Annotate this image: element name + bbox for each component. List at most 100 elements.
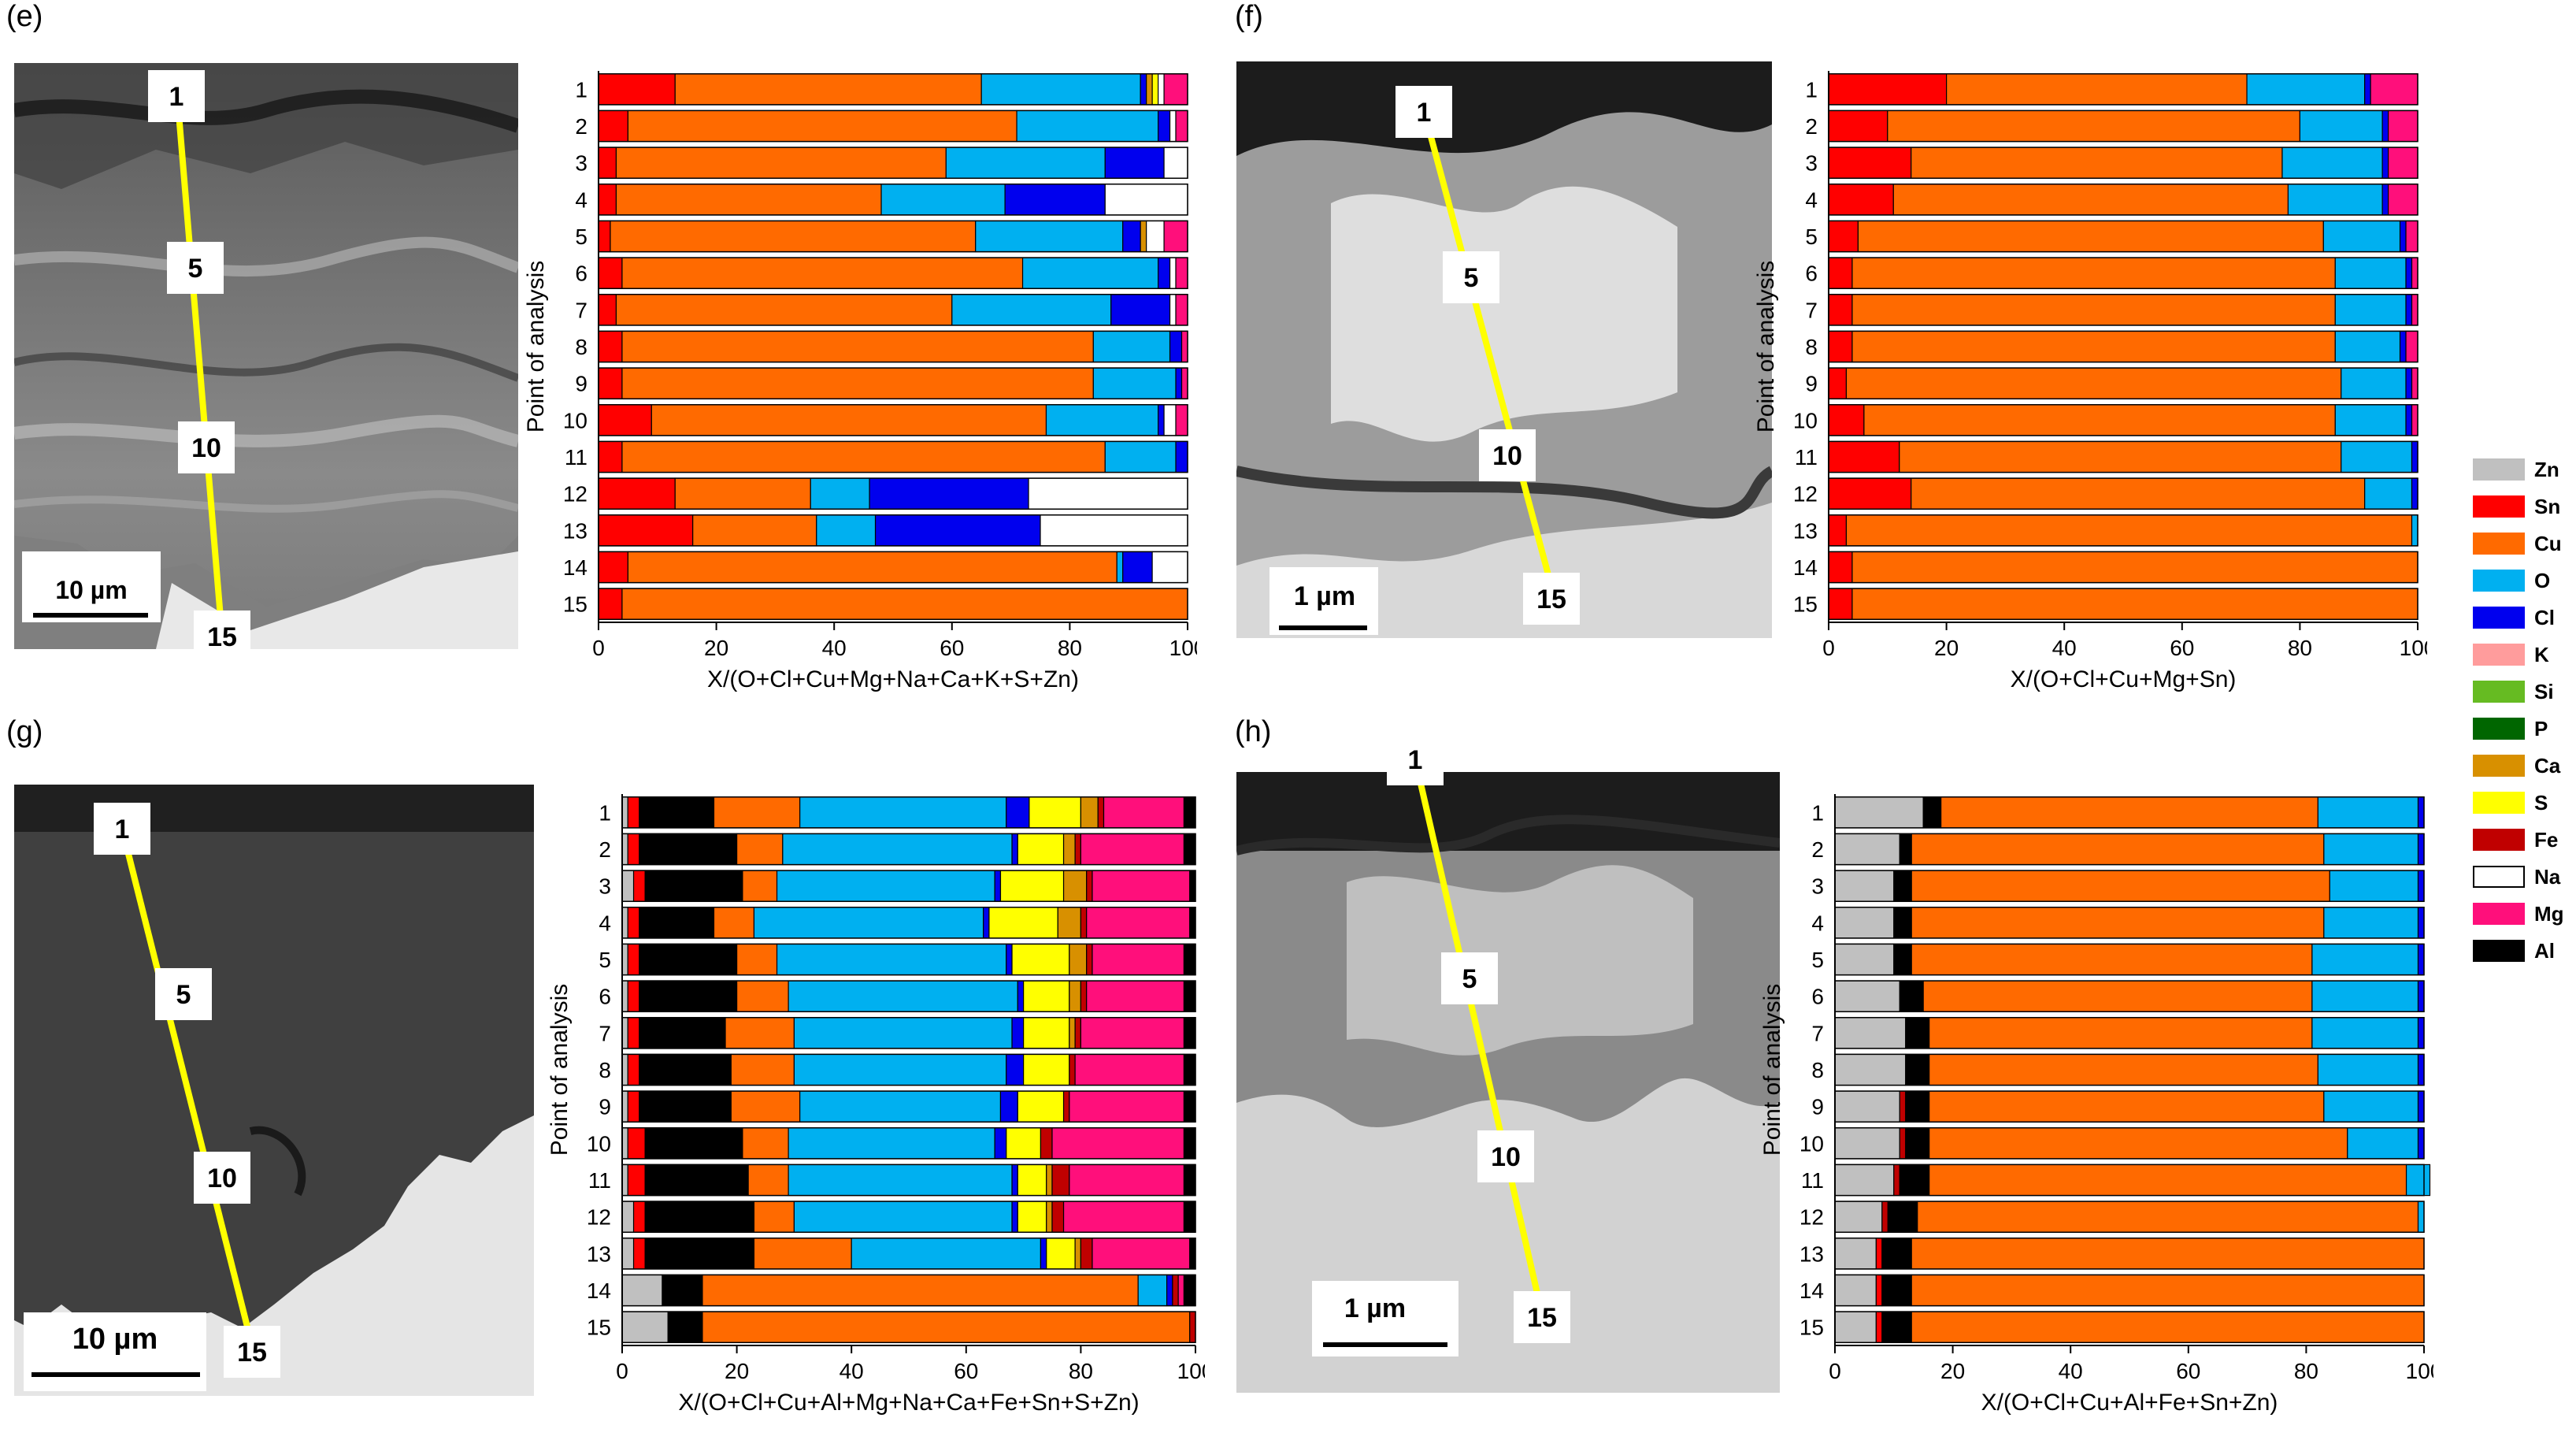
bar-segment-Sn-12 bbox=[1828, 477, 1912, 510]
x-tick-label: 0 bbox=[592, 636, 605, 660]
bar-segment-Zn-14 bbox=[1834, 1274, 1877, 1307]
bar-segment-Sn-14 bbox=[598, 551, 629, 584]
bar-segment-Cl-7 bbox=[1110, 294, 1171, 326]
bar-segment-Cu-4 bbox=[615, 184, 882, 216]
legend-label-O: O bbox=[2534, 569, 2551, 592]
bar-segment-Cl-9 bbox=[999, 1090, 1018, 1123]
legend-item-P: P bbox=[2473, 716, 2575, 741]
y-tick-label: 11 bbox=[1801, 1168, 1824, 1193]
bar-segment-S-10 bbox=[1006, 1127, 1042, 1160]
bar-segment-S-9 bbox=[1017, 1090, 1065, 1123]
bar-segment-Cu-6 bbox=[736, 980, 789, 1012]
y-tick-label: 5 bbox=[1805, 225, 1818, 249]
bar-segment-S-3 bbox=[999, 870, 1065, 902]
bar-segment-Cl-11 bbox=[1175, 440, 1188, 473]
bar-segment-Cu-5 bbox=[610, 220, 977, 253]
bar-segment-Sn-11 bbox=[598, 440, 623, 473]
y-tick-label: 13 bbox=[587, 1241, 611, 1266]
bar-segment-Na-12 bbox=[1028, 477, 1188, 510]
bar-segment-Ca-13 bbox=[1074, 1238, 1081, 1270]
panel-letter-h: (h) bbox=[1235, 715, 1272, 748]
bar-segment-Al-10 bbox=[1183, 1127, 1196, 1160]
bar-segment-Al-10 bbox=[1905, 1127, 1930, 1160]
legend-item-Na: Na bbox=[2473, 864, 2575, 889]
y-tick-label: 11 bbox=[588, 1168, 611, 1193]
bar-segment-Mg-1 bbox=[1103, 796, 1185, 829]
bar-segment-Cu-13 bbox=[1845, 514, 2413, 547]
bar-segment-Cu-12 bbox=[674, 477, 811, 510]
bar-segment-Cl-5 bbox=[2399, 220, 2407, 253]
bar-segment-Cu-15 bbox=[1851, 588, 2418, 620]
bar-segment-O-1 bbox=[799, 796, 1007, 829]
bar-segment-Cu-5 bbox=[1911, 943, 2313, 976]
y-tick-label: 2 bbox=[1805, 114, 1818, 139]
bar-segment-Cl-2 bbox=[2381, 109, 2389, 143]
bar-segment-Sn-8 bbox=[598, 330, 623, 363]
bar-segment-Cu-8 bbox=[1929, 1053, 2318, 1086]
bar-segment-Na-10 bbox=[1163, 404, 1177, 436]
bar-segment-Cu-5 bbox=[736, 943, 778, 976]
bar-segment-Fe-5 bbox=[1086, 943, 1093, 976]
y-tick-label: 12 bbox=[563, 482, 587, 507]
bar-segment-Cl-10 bbox=[1157, 404, 1165, 436]
bar-segment-Ca-5 bbox=[1069, 943, 1088, 976]
bar-segment-Cu-9 bbox=[1845, 367, 2342, 399]
bar-segment-Al-12 bbox=[644, 1201, 755, 1233]
bar-segment-S-7 bbox=[1022, 1017, 1070, 1049]
bar-segment-Sn-2 bbox=[1828, 109, 1888, 143]
bar-segment-O-6 bbox=[2334, 257, 2407, 289]
bar-segment-Cl-9 bbox=[2405, 367, 2413, 399]
y-tick-label: 5 bbox=[599, 948, 611, 972]
bar-segment-Zn-12 bbox=[621, 1201, 635, 1233]
bar-segment-Zn-1 bbox=[621, 796, 628, 829]
bar-segment-S-1 bbox=[1151, 73, 1159, 106]
bar-segment-O-4 bbox=[753, 907, 984, 939]
bar-segment-Al-11 bbox=[1183, 1164, 1196, 1197]
bar-segment-Cu-2 bbox=[1911, 833, 2325, 866]
bar-segment-Cl-1 bbox=[1006, 796, 1030, 829]
bar-segment-O-6 bbox=[2311, 980, 2419, 1012]
y-tick-label: 13 bbox=[1793, 518, 1818, 543]
bar-segment-O-3 bbox=[776, 870, 995, 902]
bar-segment-Zn-15 bbox=[1834, 1311, 1877, 1343]
legend-label-Fe: Fe bbox=[2534, 828, 2559, 852]
bar-segment-Cu-11 bbox=[1929, 1164, 2407, 1197]
bar-segment-Cu-1 bbox=[713, 796, 801, 829]
x-tick-label: 80 bbox=[2294, 1359, 2318, 1383]
legend-swatch-Fe bbox=[2473, 829, 2525, 851]
bar-segment-Zn-10 bbox=[1834, 1127, 1900, 1160]
bar-segment-Cu-8 bbox=[730, 1053, 795, 1086]
y-tick-label: 14 bbox=[563, 555, 587, 580]
bar-segment-Mg-13 bbox=[1092, 1238, 1191, 1270]
bar-segment-Mg-4 bbox=[1086, 907, 1191, 939]
legend-swatch-Al bbox=[2473, 940, 2525, 962]
legend-swatch-Ca bbox=[2473, 755, 2525, 777]
bar-segment-Cl-1 bbox=[2417, 796, 2425, 829]
legend-swatch-Zn bbox=[2473, 458, 2525, 481]
bar-segment-Mg-2 bbox=[1080, 833, 1185, 866]
bar-segment-Cu-7 bbox=[1929, 1017, 2313, 1049]
bar-segment-Cu-2 bbox=[627, 109, 1017, 143]
bar-segment-Fe-13 bbox=[1080, 1238, 1093, 1270]
x-tick-label: 60 bbox=[940, 636, 964, 660]
bar-segment-Cu-4 bbox=[1911, 907, 2325, 939]
bar-segment-Al-15 bbox=[667, 1311, 703, 1343]
bar-segment-Fe-1 bbox=[1097, 796, 1105, 829]
sem-image-g bbox=[14, 785, 534, 1396]
bar-segment-Cu-4 bbox=[713, 907, 755, 939]
bar-segment-Al-1 bbox=[1183, 796, 1196, 829]
bar-segment-Cl-1 bbox=[1140, 73, 1147, 106]
bar-segment-Mg-2 bbox=[1175, 109, 1188, 143]
bar-segment-S-4 bbox=[988, 907, 1058, 939]
bar-segment-Ca-12 bbox=[1046, 1201, 1053, 1233]
bar-segment-Sn-10 bbox=[627, 1127, 646, 1160]
bar-segment-Mg-3 bbox=[1092, 870, 1191, 902]
bar-segment-O-5 bbox=[2311, 943, 2419, 976]
bar-segment-Sn-9 bbox=[1828, 367, 1848, 399]
bar-segment-Al-8 bbox=[639, 1053, 732, 1086]
y-tick-label: 1 bbox=[1811, 800, 1824, 825]
legend-swatch-Cl bbox=[2473, 607, 2525, 629]
